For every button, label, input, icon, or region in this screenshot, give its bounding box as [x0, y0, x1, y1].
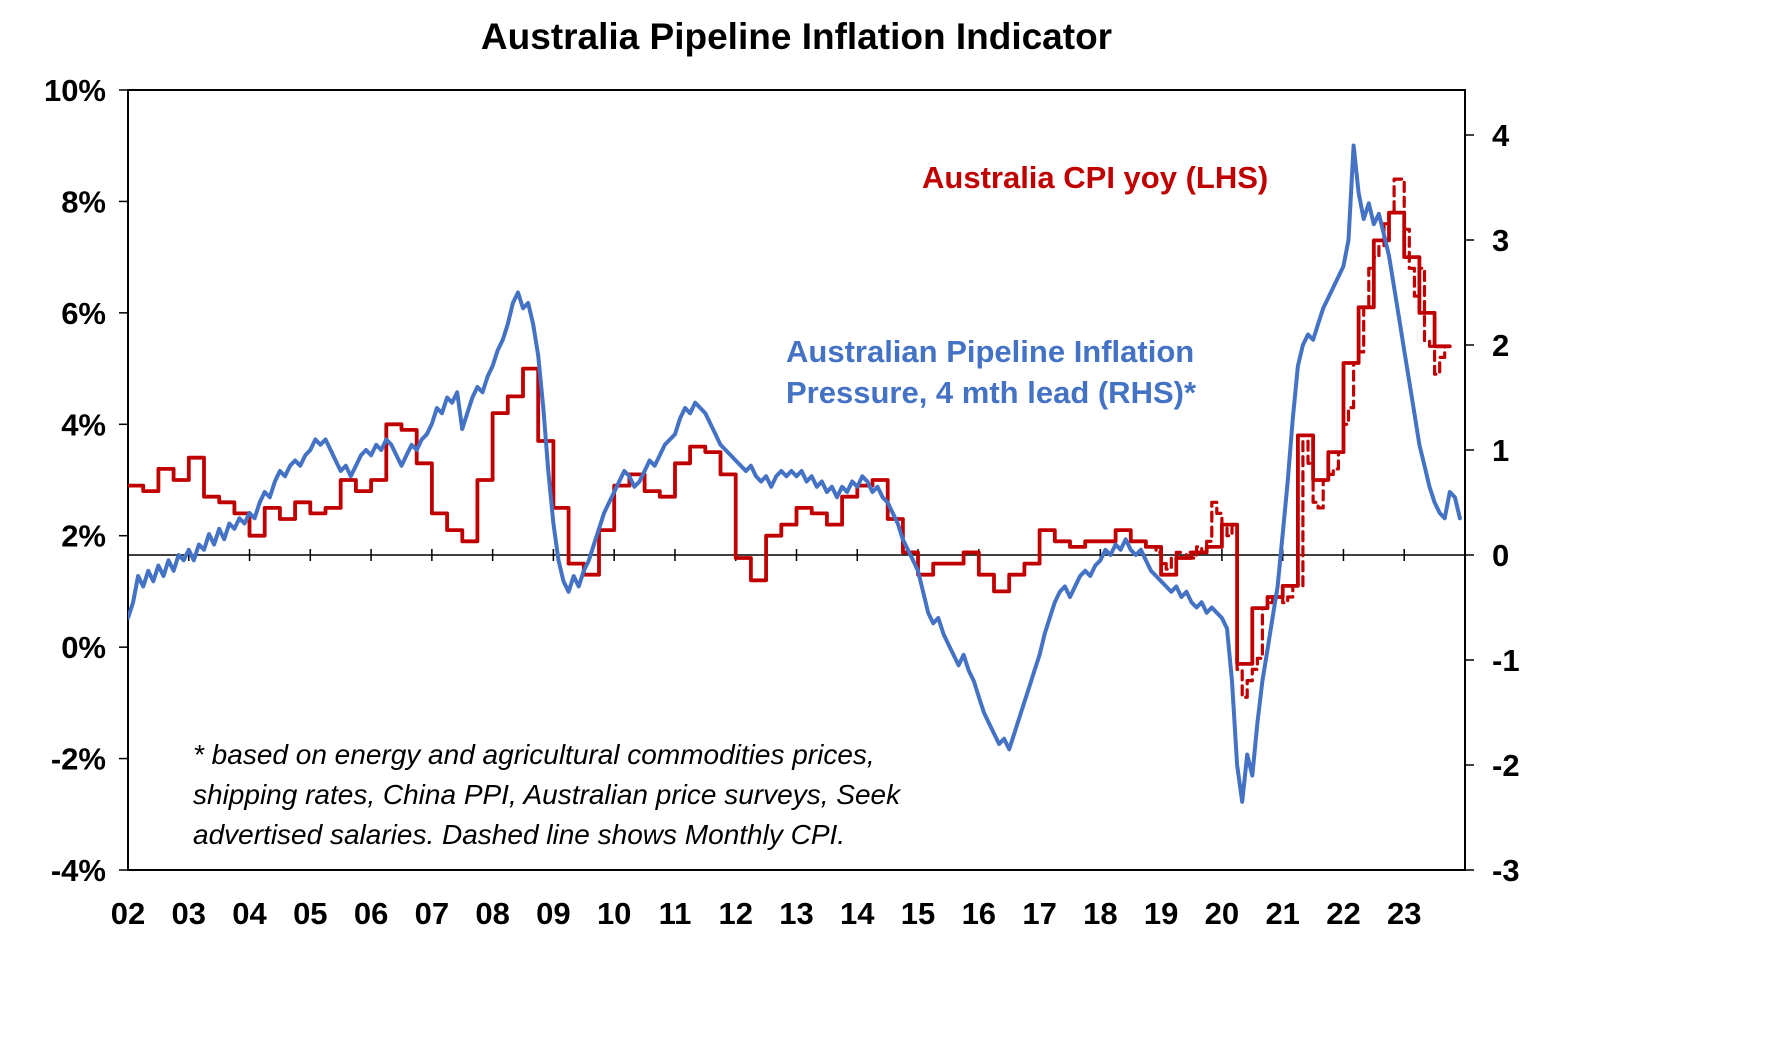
- left-axis-tick-label: 10%: [44, 73, 106, 108]
- left-axis-tick-label: 6%: [61, 296, 106, 331]
- right-axis-tick-label: 2: [1492, 328, 1509, 363]
- left-axis-tick-label: -4%: [51, 853, 106, 888]
- pipeline-pressure-line-group: [128, 143, 1462, 804]
- right-axis-tick-label: -3: [1492, 853, 1520, 888]
- right-axis-tick-label: -1: [1492, 643, 1520, 678]
- cpi-yoy-line: [128, 210, 1452, 666]
- x-axis-label: 10: [597, 896, 631, 931]
- x-axis-label: 19: [1144, 896, 1178, 931]
- pipeline-pressure-line: [128, 143, 1462, 804]
- chart-title: Australia Pipeline Inflation Indicator: [480, 16, 1113, 57]
- right-axis-tick-label: 3: [1492, 223, 1509, 258]
- x-axis-label: 08: [475, 896, 509, 931]
- monthly-cpi-dashed-line-group: [1139, 177, 1452, 699]
- left-axis-tick-label: 2%: [61, 519, 106, 554]
- right-axis-tick-label: 4: [1492, 118, 1510, 153]
- x-axis-label: 13: [779, 896, 813, 931]
- right-axis-tick-label: 1: [1492, 433, 1509, 468]
- x-axis-label: 16: [962, 896, 996, 931]
- plot-border: [127, 89, 1466, 871]
- x-axis-label: 03: [172, 896, 206, 931]
- left-axis-tick-label: 4%: [61, 407, 106, 442]
- footnote-line3: advertised salaries. Dashed line shows M…: [193, 819, 846, 851]
- monthly-cpi-dashed-line: [1139, 177, 1452, 699]
- footnote: * based on energy and agricultural commo…: [193, 735, 900, 855]
- left-axis-tick-label: -2%: [51, 742, 106, 777]
- x-axis-label: 18: [1083, 896, 1117, 931]
- x-axis-label: 15: [901, 896, 935, 931]
- x-axis-label: 11: [659, 896, 692, 931]
- x-axis-label: 22: [1326, 896, 1360, 931]
- pipeline-series-label-line1: Australian Pipeline Inflation: [786, 334, 1195, 369]
- footnote-line1: * based on energy and agricultural commo…: [193, 739, 875, 770]
- x-axis-label: 23: [1387, 896, 1421, 931]
- x-axis-label: 04: [232, 896, 267, 931]
- x-axis-label: 21: [1265, 896, 1299, 931]
- cpi-yoy-line-group: [128, 210, 1452, 666]
- x-axis-label: 05: [293, 896, 327, 931]
- footnote-line2: shipping rates, China PPI, Australian pr…: [193, 779, 901, 811]
- left-axis-tick-label: 8%: [61, 184, 106, 219]
- x-axis-label: 14: [840, 896, 875, 931]
- right-axis-tick-label: 0: [1492, 538, 1509, 573]
- x-axis-label: 17: [1022, 896, 1056, 931]
- x-axis-label: 12: [718, 896, 752, 931]
- right-axis-tick-label: -2: [1492, 748, 1520, 783]
- x-axis-label: 09: [536, 896, 570, 931]
- x-axis-label: 07: [415, 896, 449, 931]
- left-axis-tick-label: 0%: [61, 630, 106, 665]
- x-axis-label: 02: [111, 896, 145, 931]
- x-axis-label: 06: [354, 896, 388, 931]
- pipeline-series-label: Australian Pipeline Inflation Pressure, …: [786, 332, 1196, 414]
- pipeline-series-label-line2: Pressure, 4 mth lead (RHS)*: [786, 374, 1197, 410]
- x-axis-label: 20: [1205, 896, 1239, 931]
- cpi-series-label: Australia CPI yoy (LHS): [922, 160, 1269, 195]
